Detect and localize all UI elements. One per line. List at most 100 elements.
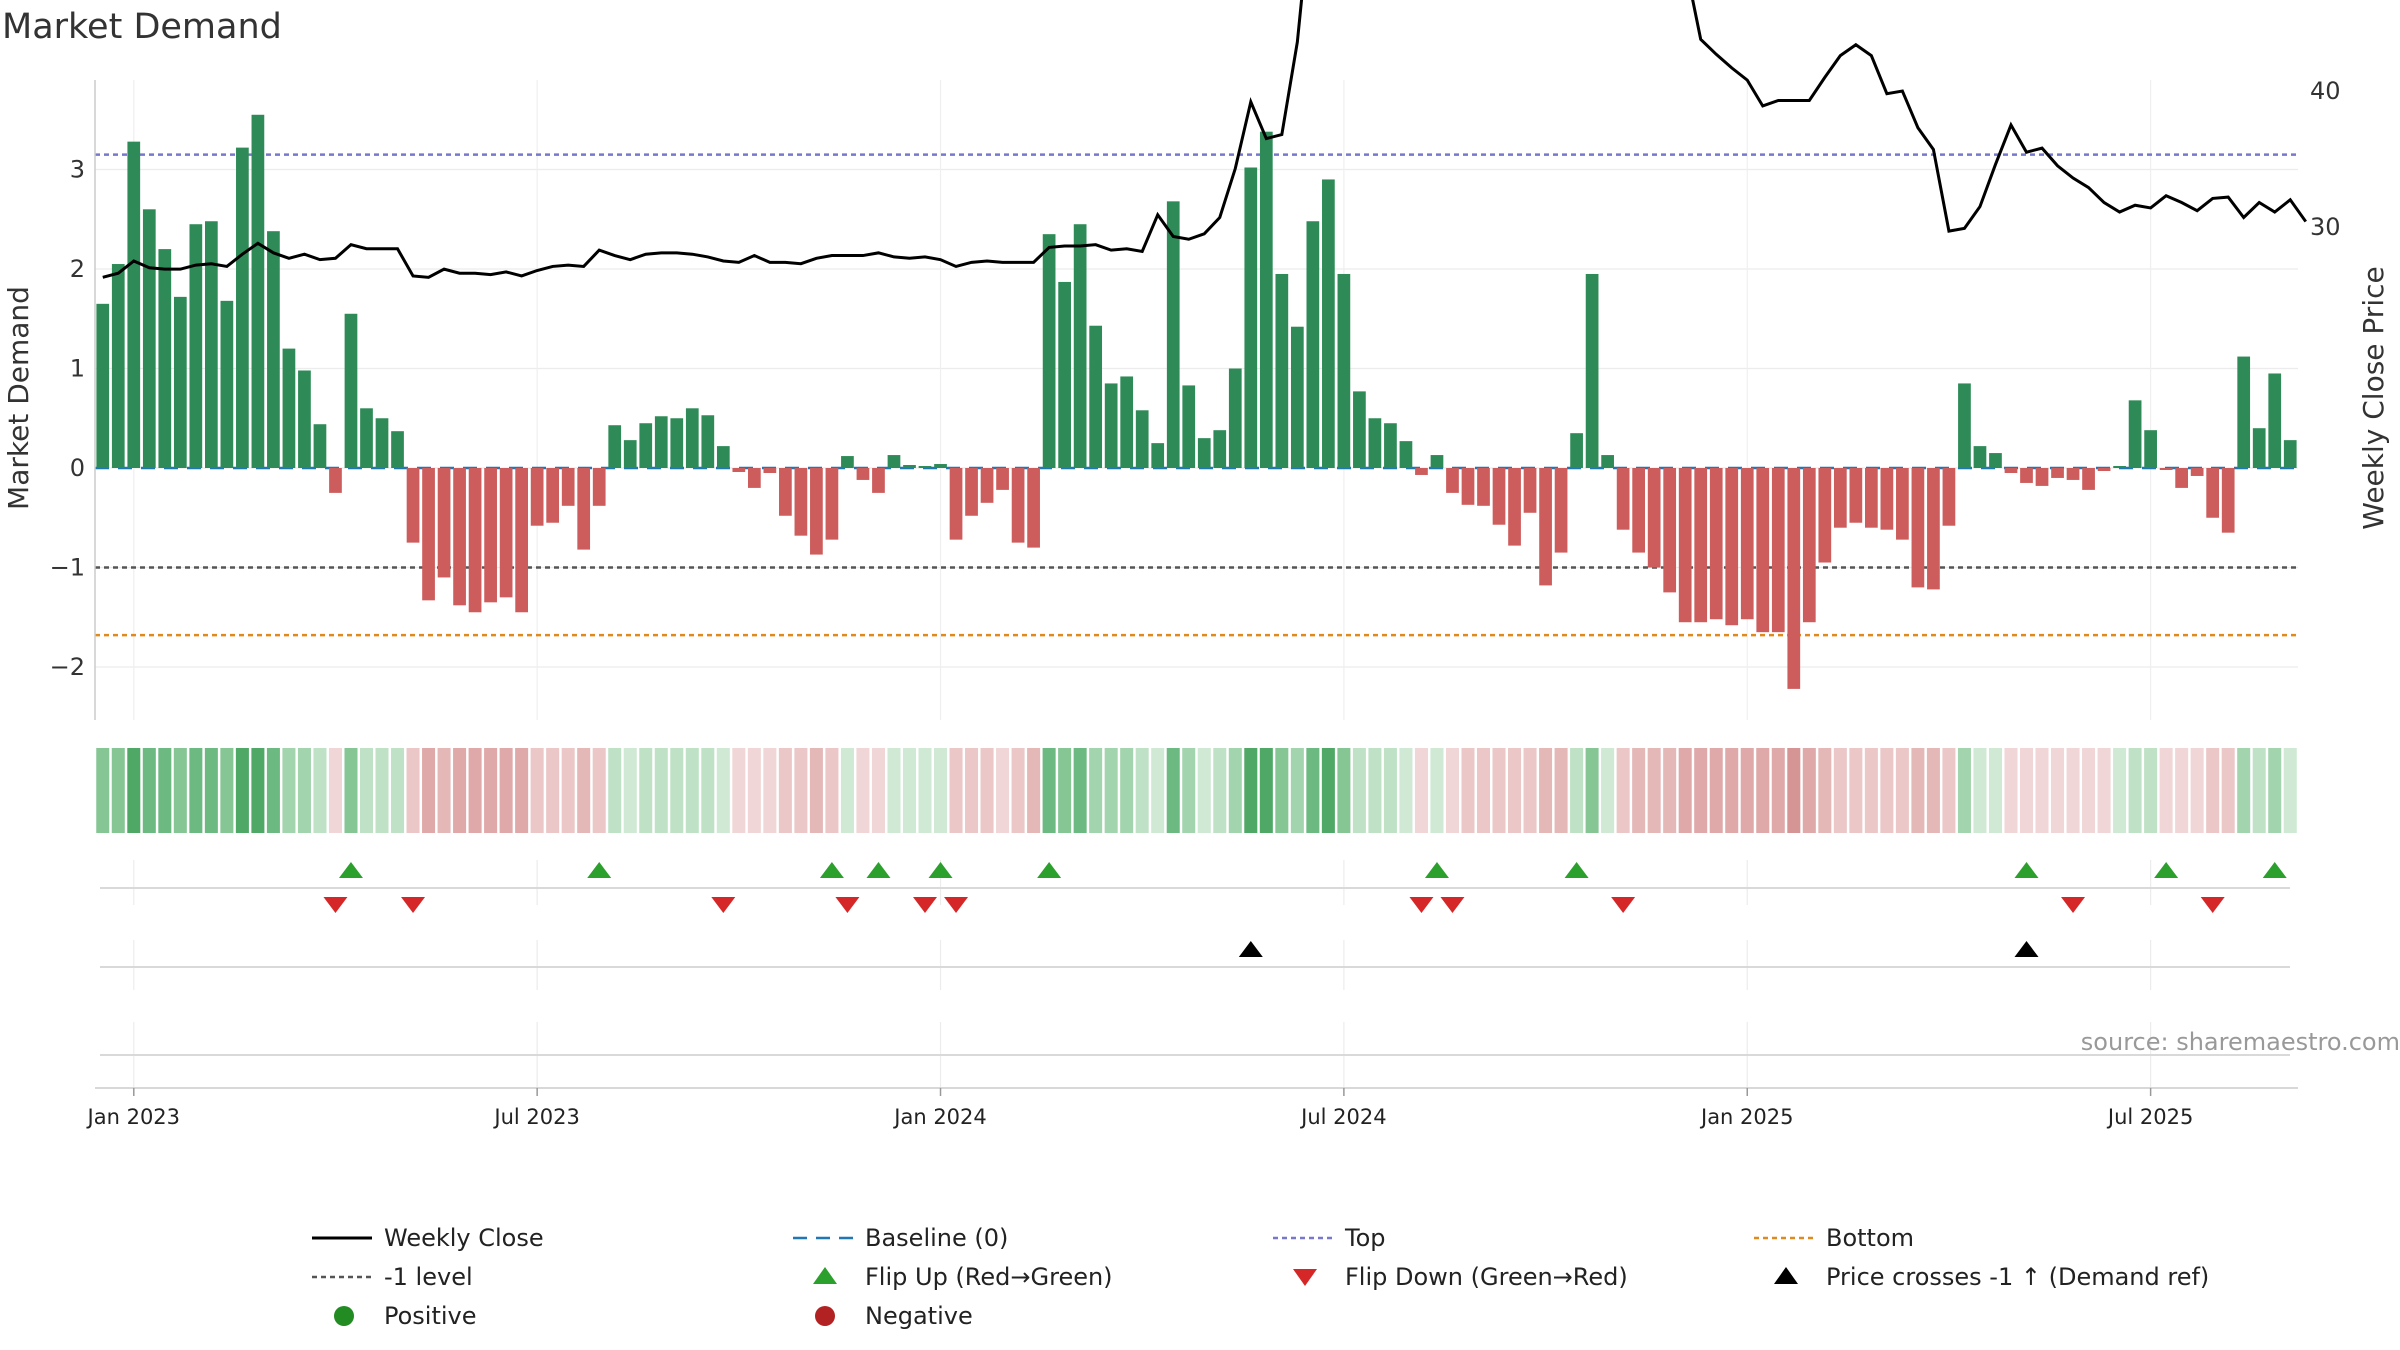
heat-cell (499, 748, 513, 833)
demand-bar-positive (2268, 373, 2282, 468)
legend-swatch-dot (815, 1306, 835, 1326)
heat-cell (313, 748, 327, 833)
x-tick-label: Jan 2024 (892, 1105, 987, 1129)
demand-bar-positive (654, 416, 668, 468)
demand-bar-positive (1306, 221, 1320, 468)
heat-cell (484, 748, 498, 833)
heat-cell (778, 748, 792, 833)
demand-bar-negative (1849, 468, 1863, 523)
demand-bar-positive (204, 221, 218, 468)
flip-down-marker (1440, 897, 1465, 913)
flip-up-marker (2154, 862, 2179, 878)
heat-cell (856, 748, 870, 833)
demand-bar-positive (934, 464, 947, 468)
x-axis: Jan 2023 Jul 2023 Jan 2024 Jul 2024 Jan 2025… (86, 1087, 2298, 1129)
heat-cell (1988, 748, 2002, 833)
demand-bar-negative (1492, 468, 1506, 525)
heat-cell (453, 748, 467, 833)
heat-cell (1957, 748, 1971, 833)
heat-cell (1445, 748, 1459, 833)
demand-bar-positive (127, 141, 141, 468)
demand-bar-negative (2097, 468, 2111, 471)
demand-bar-negative (2159, 468, 2173, 470)
heat-cell (996, 748, 1010, 833)
demand-bar-positive (1973, 446, 1987, 468)
demand-bar-negative (437, 468, 451, 578)
demand-bar-negative (856, 468, 870, 480)
heat-cell (1073, 748, 1087, 833)
flip-down-marker (944, 897, 969, 913)
demand-bar-negative (406, 468, 420, 543)
demand-bar-positive (1213, 430, 1227, 468)
flip-up-marker (338, 862, 363, 878)
heat-cell (1771, 748, 1785, 833)
demand-bar-positive (96, 303, 110, 468)
heat-cell (1632, 748, 1646, 833)
legend-item-minus_one: -1 level (312, 1263, 473, 1291)
flip-down-marker (2061, 897, 2086, 913)
demand-bar-positive (623, 440, 637, 468)
demand-bar-negative (1694, 468, 1708, 623)
demand-bar-negative (1477, 468, 1490, 506)
demand-bar-positive (1585, 273, 1599, 468)
y-tick-left: −1 (50, 554, 85, 582)
demand-bar-positive (1182, 385, 1196, 468)
heat-cell (2128, 748, 2142, 833)
demand-bar-negative (810, 468, 823, 555)
heat-cell (1492, 748, 1506, 833)
heat-cell (747, 748, 761, 833)
heat-cell (1647, 748, 1661, 833)
heat-cell (515, 748, 529, 833)
heat-cell (1368, 748, 1382, 833)
heat-cell (1818, 748, 1832, 833)
legend-item-positive: Positive (334, 1302, 477, 1330)
y-tick-left: 2 (70, 255, 85, 283)
x-tick-label: Jan 2023 (86, 1105, 181, 1129)
heat-cell (670, 748, 684, 833)
x-tick-label: Jan 2025 (1699, 1105, 1794, 1129)
demand-bar-negative (2206, 468, 2220, 518)
demand-bar-positive (1337, 273, 1351, 468)
heat-cell (328, 748, 342, 833)
legend-item-top: Top (1273, 1224, 1386, 1252)
demand-bar-positive (298, 370, 311, 468)
heat-cell (1430, 748, 1444, 833)
demand-bar-positive (2283, 440, 2297, 468)
heat-cell (1554, 748, 1568, 833)
demand-bar-negative (1027, 468, 1040, 548)
heat-cell (1725, 748, 1739, 833)
heat-cell (1306, 748, 1320, 833)
heat-cell (732, 748, 746, 833)
demand-bar-positive (375, 418, 389, 468)
flip-up-marker (819, 862, 844, 878)
demand-bar-negative (1539, 468, 1552, 586)
heat-cell (1461, 748, 1475, 833)
heat-cell (1523, 748, 1537, 833)
x-tick-label: Jul 2025 (2106, 1105, 2193, 1129)
legend-label: Positive (384, 1302, 477, 1330)
heat-cell (1756, 748, 1770, 833)
demand-bar-positive (220, 300, 234, 468)
demand-bar-negative (1709, 468, 1723, 620)
heat-cell (282, 748, 296, 833)
y-axis-label-right: Weekly Close Price (2357, 266, 2390, 529)
heat-cell (173, 748, 187, 833)
heat-cell (918, 748, 932, 833)
demand-bar-positive (608, 425, 622, 468)
heat-cell (546, 748, 560, 833)
demand-bar-negative (468, 468, 482, 613)
heat-cell (1290, 748, 1304, 833)
heat-cell (2035, 748, 2049, 833)
demand-bar-negative (980, 468, 994, 503)
demand-bar-positive (2144, 430, 2157, 468)
heat-cell (980, 748, 994, 833)
demand-bar-positive (685, 408, 699, 468)
demand-bar-positive (1166, 201, 1180, 468)
heat-cell (1182, 748, 1196, 833)
heat-cell (1787, 748, 1801, 833)
heat-cell (2190, 748, 2204, 833)
demand-bar-negative (1818, 468, 1832, 563)
y-tick-right: 30 (2310, 213, 2341, 241)
legend-label: Flip Up (Red→Green) (865, 1263, 1113, 1291)
heat-cell (949, 748, 963, 833)
